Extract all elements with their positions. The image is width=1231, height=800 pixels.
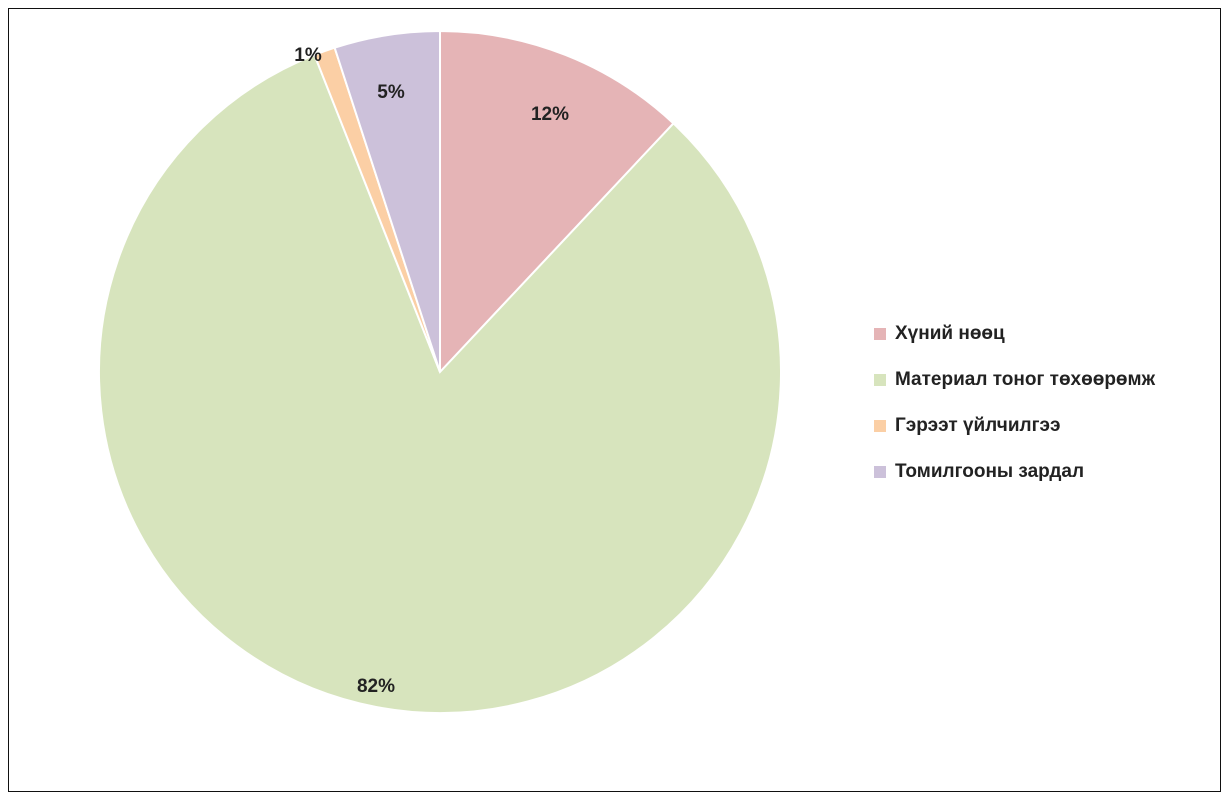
- legend-item-materials-equipment[interactable]: Материал тоног төхөөрөмж: [874, 367, 1155, 392]
- chart-frame: 12% 82% 1% 5% Хүний нөөц Материал тоног төх…: [8, 8, 1221, 792]
- pie-slice[interactable]: [439, 29, 675, 375]
- legend-item-travel-expenses[interactable]: Томилгооны зардал: [874, 459, 1155, 484]
- pie-slice[interactable]: [98, 53, 782, 714]
- pie-slice[interactable]: [333, 29, 441, 373]
- pie-slices: [98, 29, 782, 714]
- legend-swatch: [874, 373, 886, 386]
- slice-data-label: 5%: [377, 82, 405, 103]
- legend-swatch: [874, 465, 886, 478]
- slice-data-label: 82%: [357, 676, 395, 697]
- legend-label: Гэрээт үйлчилгээ: [895, 414, 1061, 436]
- legend-swatch: [874, 327, 886, 340]
- legend-swatch: [874, 419, 886, 432]
- pie-chart: 12% 82% 1% 5%: [98, 29, 782, 714]
- slice-data-label: 1%: [294, 45, 322, 66]
- legend-item-contract-services[interactable]: Гэрээт үйлчилгээ: [874, 413, 1155, 438]
- pie-data-labels: 12% 82% 1% 5%: [294, 45, 569, 697]
- legend-label: Хүний нөөц: [895, 322, 1005, 344]
- legend-label: Томилгооны зардал: [895, 460, 1085, 482]
- slice-data-label: 12%: [531, 104, 569, 125]
- chart-legend: Хүний нөөц Материал тоног төхөөрөмж Гэрэ…: [874, 321, 1155, 505]
- legend-item-human-resources[interactable]: Хүний нөөц: [874, 321, 1155, 346]
- legend-label: Материал тоног төхөөрөмж: [895, 368, 1156, 390]
